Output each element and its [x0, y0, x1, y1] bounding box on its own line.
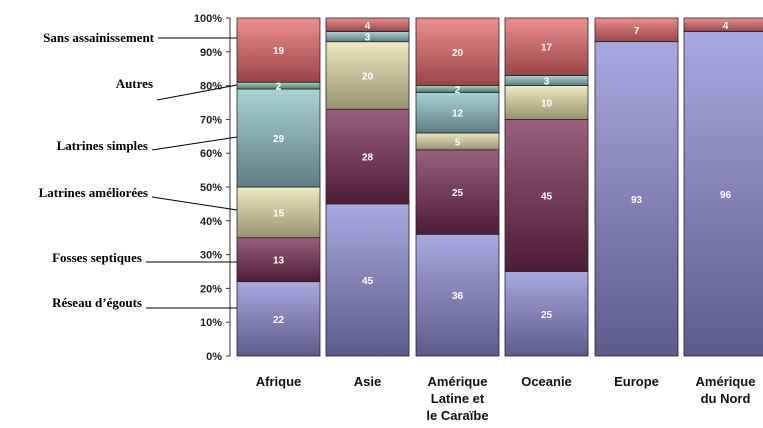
data-label: 25 [541, 310, 553, 321]
x-tick-label: Amérique du Nord [696, 374, 756, 406]
x-tick-label: Amérique Latine et le Caraïbe [426, 374, 488, 423]
bar-segment [236, 281, 321, 357]
y-tick-label: 60% [200, 148, 222, 160]
bar-segment [594, 41, 679, 357]
data-label: 20 [452, 48, 464, 59]
x-tick-label: Asie [354, 374, 381, 389]
x-tick-label: Oceanie [521, 374, 572, 389]
data-labels: 2213152921945282034362551222025451031793… [273, 21, 732, 326]
data-label: 45 [541, 191, 553, 202]
legend-leader-line [151, 196, 238, 211]
x-tick-label: Afrique [256, 374, 302, 389]
y-tick-label: 30% [200, 250, 222, 262]
data-label: 2 [455, 85, 461, 96]
data-label: 5 [455, 137, 461, 148]
y-tick-label: 70% [200, 114, 222, 126]
x-axis-labels: Afrique Asie Amérique Latine et le Caraïbe Oc… [256, 374, 756, 423]
data-label: 22 [273, 315, 285, 326]
data-label: 2 [276, 82, 282, 93]
legend-leader-line [156, 84, 238, 101]
bar-segment [683, 17, 763, 32]
bar-segment [325, 41, 410, 110]
data-label: 29 [273, 134, 285, 145]
data-label: 4 [723, 21, 729, 32]
legend-label: Sans assainissement [43, 30, 155, 45]
y-axis: 0% 10% 20% 30% 40% 50% 60% 70% 80% 90% 100% [194, 13, 231, 363]
y-tick-label: 40% [200, 216, 222, 228]
bar-segment [504, 271, 589, 357]
data-label: 10 [541, 99, 553, 110]
data-label: 12 [452, 109, 464, 120]
data-label: 28 [362, 153, 374, 164]
legend-leader-line [151, 136, 238, 151]
data-label: 96 [720, 190, 732, 201]
bar-segment [504, 17, 589, 76]
bar-segment [415, 149, 500, 235]
data-label: 4 [365, 21, 371, 32]
legend-label: Fosses septiques [52, 250, 142, 265]
bar-segment [415, 91, 500, 134]
y-tick-label: 90% [200, 47, 222, 59]
legend: Réseau d’égouts Fosses septiques Latrines … [39, 30, 238, 310]
data-label: 7 [634, 26, 640, 37]
data-label: 17 [541, 43, 553, 54]
data-label: 13 [273, 256, 285, 267]
bar-segment [236, 17, 321, 83]
y-tick-label: 0% [206, 351, 222, 363]
bar-segment [594, 17, 679, 43]
data-label: 36 [452, 291, 464, 302]
data-label: 15 [273, 208, 285, 219]
bar-segment [415, 233, 500, 357]
bars [236, 17, 763, 357]
data-label: 93 [631, 195, 643, 206]
bar-segment [325, 203, 410, 357]
data-label: 3 [544, 77, 550, 88]
bar-segment [683, 31, 763, 357]
y-tick-label: 50% [200, 182, 222, 194]
bar-segment [325, 108, 410, 205]
legend-label: Réseau d’égouts [52, 295, 142, 310]
bar-segment [504, 119, 589, 272]
y-tick-label: 10% [200, 317, 222, 329]
y-tick-label: 100% [194, 13, 222, 25]
data-label: 45 [362, 276, 374, 287]
data-label: 3 [365, 33, 371, 44]
legend-label: Latrines simples [57, 138, 148, 153]
y-tick-label: 80% [200, 81, 222, 93]
bar-segment [325, 17, 410, 32]
data-label: 20 [362, 71, 374, 82]
data-label: 25 [452, 188, 464, 199]
y-tick-label: 20% [200, 283, 222, 295]
legend-label: Autres [116, 76, 153, 91]
data-label: 19 [273, 46, 285, 57]
bar-segment [415, 17, 500, 86]
x-tick-label: Europe [614, 374, 659, 389]
legend-label: Latrines améliorées [39, 185, 148, 200]
